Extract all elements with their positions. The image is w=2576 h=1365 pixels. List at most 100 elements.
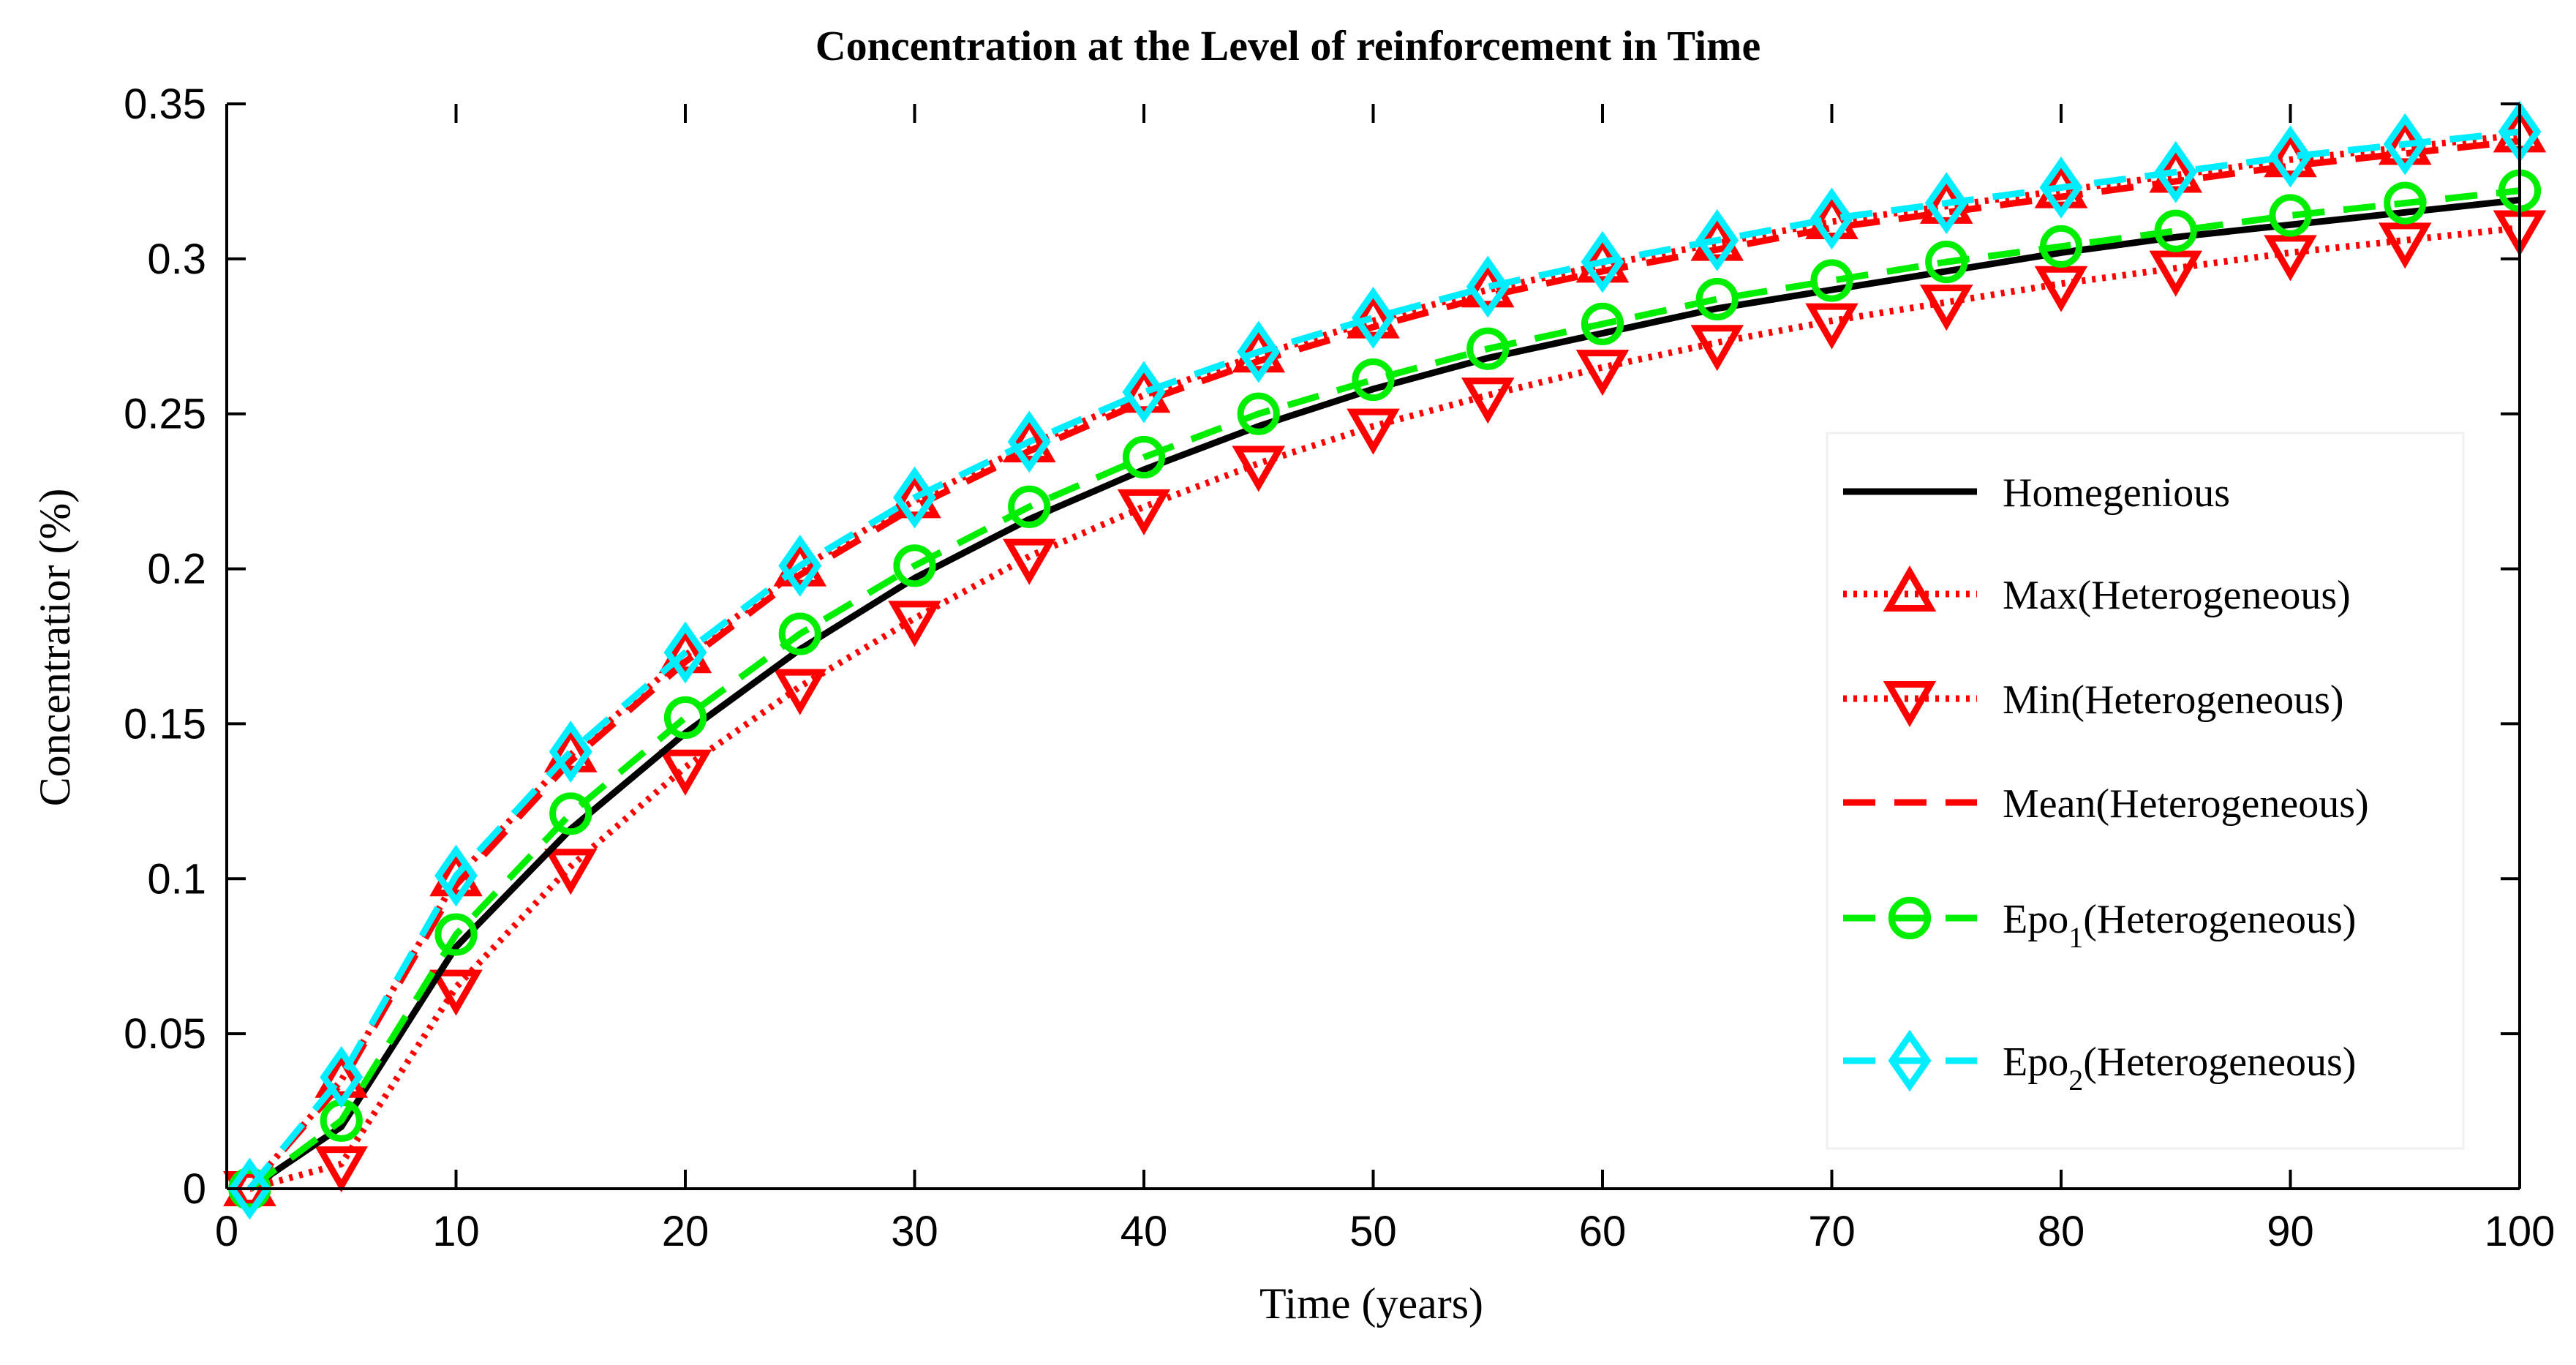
x-tick-label: 10 <box>432 1208 480 1255</box>
data-point <box>1232 445 1286 492</box>
data-point <box>227 1157 271 1220</box>
data-point <box>1925 240 1968 284</box>
x-tick-label: 80 <box>2038 1208 2085 1255</box>
legend-marker <box>1883 565 1937 612</box>
x-tick-label: 100 <box>2485 1208 2556 1255</box>
x-tick-label: 40 <box>1121 1208 1168 1255</box>
legend-label: Mean(Heterogeneous) <box>2003 781 2369 827</box>
x-tick-label: 90 <box>2267 1208 2314 1255</box>
series-6 <box>227 100 2542 1220</box>
series-5 <box>228 169 2542 1211</box>
y-tick-label: 0.15 <box>124 700 206 748</box>
data-point <box>1810 259 1853 302</box>
data-point <box>2378 222 2432 269</box>
x-axis-label: Time (years) <box>1259 1279 1483 1328</box>
y-tick-label: 0.25 <box>124 391 206 438</box>
plot-area <box>223 100 2547 1220</box>
data-point <box>1007 410 1051 473</box>
data-point <box>2039 225 2083 268</box>
data-point <box>1581 230 1624 293</box>
data-point <box>2039 157 2083 219</box>
data-point <box>315 1051 369 1098</box>
series-4 <box>246 138 2520 1191</box>
legend-entry-2: Max(Heterogeneous) <box>1843 565 2351 618</box>
legend-entry-5: Epo1(Heterogeneous) <box>1843 896 2356 954</box>
data-point <box>315 1146 369 1193</box>
data-point <box>893 466 936 529</box>
x-tick-label: 50 <box>1349 1208 1397 1255</box>
legend: Homegenious Max(Heterogeneous) Min(Heterog… <box>1826 432 2465 1150</box>
data-point <box>1919 285 1973 331</box>
data-point <box>223 1171 276 1218</box>
data-point <box>658 749 712 796</box>
data-point <box>778 534 822 597</box>
x-tick-label: 20 <box>662 1208 709 1255</box>
x-tick-label: 60 <box>1579 1208 1627 1255</box>
data-point <box>1122 361 1166 424</box>
data-point <box>434 844 478 907</box>
data-point <box>2269 125 2312 188</box>
data-point <box>1810 187 1853 250</box>
chart-title: Concentration at the Level of reinforcem… <box>816 22 1760 69</box>
data-point <box>1461 377 1515 424</box>
data-point <box>434 913 478 956</box>
x-tick-label: 70 <box>1808 1208 1856 1255</box>
data-point <box>888 472 941 519</box>
y-tick-label: 0.05 <box>124 1010 206 1058</box>
data-point <box>893 544 936 587</box>
legend-label: Min(Heterogeneous) <box>2003 677 2344 723</box>
data-point <box>429 969 483 1016</box>
legend-label: Max(Heterogeneous) <box>2003 573 2351 618</box>
y-axis-label: Concentratior (%) <box>31 489 79 807</box>
data-point <box>663 621 707 684</box>
series-line <box>246 131 2520 1191</box>
legend-marker <box>1888 1029 1932 1092</box>
legend-entry-3: Min(Heterogeneous) <box>1843 677 2344 728</box>
data-point <box>663 696 707 740</box>
x-tick-label: 0 <box>215 1208 238 1255</box>
data-point <box>1347 292 1400 339</box>
data-point <box>1581 302 1624 345</box>
axes: 0 10 20 30 40 50 60 70 80 90 100 0 0.05 0.1 0.15 0.2 0.2… <box>124 80 2555 1255</box>
data-point <box>1117 489 1171 535</box>
y-tick-label: 0 <box>183 1165 206 1213</box>
data-point <box>773 669 827 715</box>
y-tick-label: 0.1 <box>147 855 206 903</box>
data-point <box>2034 266 2088 312</box>
legend-label: Epo1(Heterogeneous) <box>2003 897 2356 954</box>
series-1 <box>247 196 2520 1192</box>
data-point <box>2154 140 2198 203</box>
data-point <box>2384 181 2427 225</box>
legend-marker <box>1883 681 1937 728</box>
series-line <box>249 225 2520 1192</box>
data-point <box>2383 113 2427 176</box>
data-point <box>2269 194 2312 237</box>
data-point <box>888 601 941 647</box>
series-line <box>246 138 2520 1191</box>
legend-marker <box>1888 896 1932 940</box>
data-point <box>1575 350 1630 396</box>
legend-label: Homegenious <box>2003 470 2230 516</box>
data-point <box>1002 538 1056 585</box>
legend-entry-4: Mean(Heterogeneous) <box>1843 781 2369 827</box>
data-point <box>2154 209 2197 252</box>
data-point <box>549 792 592 835</box>
data-point <box>1002 416 1056 463</box>
data-point <box>1695 277 1739 321</box>
series-line <box>247 196 2520 1192</box>
y-tick-label: 0.2 <box>147 546 206 593</box>
x-tick-label: 30 <box>891 1208 938 1255</box>
y-tick-label: 0.3 <box>147 236 206 283</box>
data-point <box>1237 392 1280 435</box>
data-point <box>1352 286 1395 349</box>
data-point <box>1695 209 1739 271</box>
data-point <box>1805 303 1858 350</box>
series-3 <box>223 210 2547 1218</box>
data-point <box>2264 235 2317 282</box>
data-point <box>2149 250 2203 297</box>
data-point <box>1347 408 1400 455</box>
data-point <box>1466 327 1510 370</box>
data-point <box>1690 325 1744 372</box>
data-point <box>1122 435 1166 479</box>
